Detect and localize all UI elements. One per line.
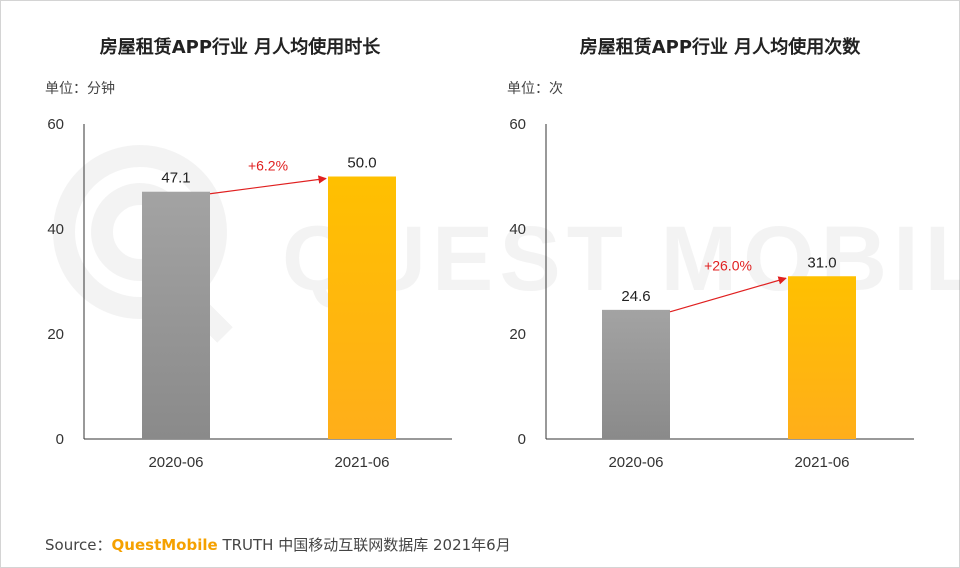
bar-2020-06 <box>142 191 210 439</box>
chart-panel-frequency: 房屋租赁APP行业 月人均使用次数 单位：次 0 20 40 60 24.6 2020-0… <box>480 0 960 520</box>
y-tick-label: 20 <box>47 326 64 343</box>
growth-label: +26.0% <box>704 257 752 273</box>
x-tick-label: 2021-06 <box>794 454 849 471</box>
bar-chart-duration: 0 20 40 60 47.1 2020-06 50.0 2021-06 +6.2% <box>47 116 452 471</box>
bar-value-label: 31.0 <box>807 254 836 271</box>
y-tick-label: 40 <box>47 221 64 238</box>
chart-panel-duration: 房屋租赁APP行业 月人均使用时长 单位：分钟 0 20 40 60 47.1 2020-… <box>0 0 480 520</box>
x-tick-label: 2021-06 <box>334 454 389 471</box>
y-tick-label: 20 <box>509 326 526 343</box>
source-prefix: Source： <box>45 536 112 554</box>
growth-arrow <box>209 175 327 195</box>
chart-title: 房屋租赁APP行业 月人均使用时长 <box>99 37 381 58</box>
bar-value-label: 24.6 <box>621 288 650 305</box>
x-tick-label: 2020-06 <box>148 454 203 471</box>
bar-2021-06 <box>788 276 856 439</box>
growth-label: +6.2% <box>248 158 288 174</box>
y-tick-label: 0 <box>518 431 526 448</box>
source-note: Source：QuestMobile TRUTH 中国移动互联网数据库 2021… <box>45 534 511 555</box>
chart-title: 房屋租赁APP行业 月人均使用次数 <box>579 37 861 58</box>
x-tick-label: 2020-06 <box>608 454 663 471</box>
y-tick-label: 60 <box>509 116 526 133</box>
bar-chart-frequency: 0 20 40 60 24.6 2020-06 31.0 2021-06 +26.0% <box>509 116 914 471</box>
unit-label: 单位：分钟 <box>45 81 115 97</box>
bar-value-label: 50.0 <box>347 155 376 172</box>
y-tick-label: 60 <box>47 116 64 133</box>
source-suffix: TRUTH 中国移动互联网数据库 2021年6月 <box>222 536 511 554</box>
unit-label: 单位：次 <box>507 81 563 97</box>
growth-arrow <box>669 276 787 313</box>
y-tick-label: 40 <box>509 221 526 238</box>
source-brand: QuestMobile <box>111 536 218 554</box>
bar-value-label: 47.1 <box>161 170 190 187</box>
y-tick-label: 0 <box>56 431 64 448</box>
bar-2021-06 <box>328 176 396 439</box>
bar-2020-06 <box>602 309 670 439</box>
